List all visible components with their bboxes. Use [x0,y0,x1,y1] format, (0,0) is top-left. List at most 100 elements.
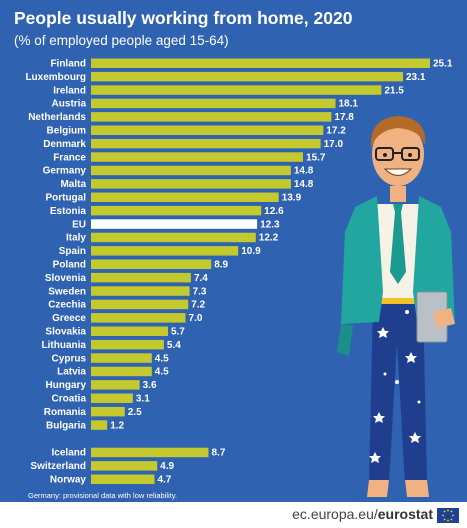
bar-ireland [91,85,382,95]
value-label-norway: 4.7 [157,475,171,486]
value-label-slovenia: 7.4 [194,273,208,284]
value-label-ireland: 21.5 [384,85,404,96]
chart-subtitle: (% of employed people aged 15-64) [14,33,229,48]
bar-belgium [91,125,324,135]
bar-czechia [91,299,189,310]
value-label-netherlands: 17.8 [334,112,354,123]
value-label-sweden: 7.3 [193,286,207,297]
bar-bulgaria [91,420,108,430]
category-label-luxembourg: Luxembourg [25,72,86,83]
category-label-latvia: Latvia [57,367,86,378]
bar-estonia [91,205,262,216]
bar-romania [91,406,125,417]
value-label-croatia: 3.1 [136,394,150,405]
value-label-spain: 10.9 [241,246,261,257]
value-label-malta: 14.8 [294,179,314,190]
bar-croatia [91,393,133,403]
category-label-slovenia: Slovenia [45,273,87,284]
bar-lithuania [91,339,164,350]
bar-eu [91,219,258,229]
category-label-switzerland: Switzerland [30,461,86,472]
bar-latvia [91,366,152,377]
value-label-italy: 12.2 [259,233,279,244]
category-label-iceland: Iceland [52,448,86,459]
value-label-finland: 25.1 [433,59,453,70]
bar-italy [91,232,256,243]
bar-sweden [91,286,190,296]
bar-netherlands [91,112,332,122]
chart-title: People usually working from home, 2020 [14,8,353,28]
value-label-germany: 14.8 [294,166,314,177]
bar-luxembourg [91,71,403,82]
eu-flag-icon [437,508,459,523]
category-label-denmark: Denmark [43,139,86,150]
bar-france [91,152,303,162]
category-label-austria: Austria [52,99,87,110]
bar-switzerland [91,461,158,471]
value-label-greece: 7.0 [189,313,203,324]
category-label-germany: Germany [43,166,87,177]
bar-portugal [91,192,279,202]
value-label-eu: 12.3 [260,219,280,230]
value-label-bulgaria: 1.2 [110,420,124,431]
value-label-iceland: 8.7 [212,448,226,459]
bar-hungary [91,380,140,390]
bar-slovakia [91,326,168,336]
value-label-belgium: 17.2 [326,126,346,137]
bar-denmark [91,138,321,149]
category-label-eu: EU [72,219,86,230]
bar-spain [91,246,239,256]
category-label-sweden: Sweden [48,286,86,297]
bar-germany [91,165,291,176]
value-label-cyprus: 4.5 [155,353,169,364]
value-label-romania: 2.5 [128,407,142,418]
value-label-estonia: 12.6 [264,206,284,217]
category-label-croatia: Croatia [52,394,87,405]
bar-poland [91,259,212,269]
bar-slovenia [91,272,191,283]
value-label-slovakia: 5.7 [171,327,185,338]
category-label-bulgaria: Bulgaria [46,420,86,431]
category-label-cyprus: Cyprus [52,353,87,364]
value-label-portugal: 13.9 [282,193,302,204]
category-label-poland: Poland [53,260,86,271]
value-label-latvia: 4.5 [155,367,169,378]
category-label-france: France [53,152,86,163]
category-label-belgium: Belgium [47,126,87,137]
category-label-ireland: Ireland [53,85,86,96]
category-label-netherlands: Netherlands [28,112,86,123]
category-label-norway: Norway [50,475,87,486]
value-label-lithuania: 5.4 [167,340,181,351]
value-label-hungary: 3.6 [143,380,157,391]
category-label-malta: Malta [60,179,86,190]
category-label-greece: Greece [52,313,86,324]
bar-finland [91,58,430,68]
eurostat-logo-text: eurostat [377,506,433,522]
value-label-france: 15.7 [306,152,326,163]
source-url[interactable]: ec.europa.eu/eurostat [292,506,433,522]
category-label-romania: Romania [44,407,87,418]
bar-malta [91,179,291,189]
category-label-portugal: Portugal [45,193,86,204]
bar-austria [91,98,336,109]
bar-chart: Finland 25.1 Luxembourg 23.1 Ireland 21.5 Aust… [25,58,453,486]
bar-greece [91,313,186,323]
value-label-luxembourg: 23.1 [406,72,426,83]
value-label-switzerland: 4.9 [160,461,174,472]
footer-bar [0,502,467,528]
category-label-italy: Italy [66,233,86,244]
footnote: Germany: provisional data with low relia… [28,491,178,500]
bar-iceland [91,447,209,458]
category-label-lithuania: Lithuania [42,340,87,351]
bar-norway [91,474,155,484]
value-label-denmark: 17.0 [324,139,344,150]
source-domain: ec.europa.eu/ [292,506,378,522]
value-label-poland: 8.9 [214,260,228,271]
category-label-hungary: Hungary [45,380,86,391]
category-label-estonia: Estonia [50,206,87,217]
bar-cyprus [91,353,152,363]
value-label-czechia: 7.2 [191,300,205,311]
value-label-austria: 18.1 [338,99,358,110]
category-label-spain: Spain [59,246,86,257]
category-label-finland: Finland [50,59,86,70]
